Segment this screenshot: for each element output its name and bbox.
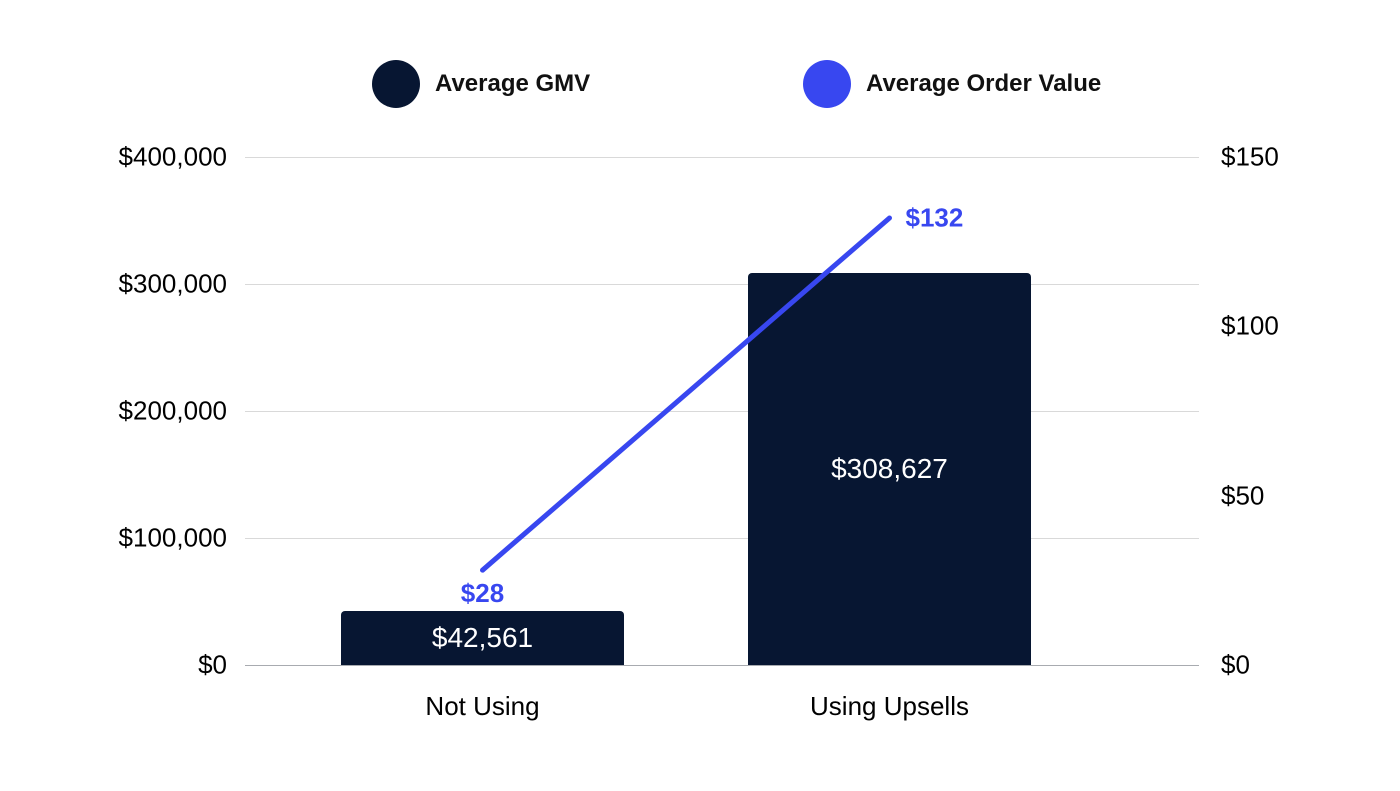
legend-label-average-gmv: Average GMV: [435, 70, 591, 97]
right-axis-tick-label: $50: [1221, 480, 1265, 511]
gridline: [245, 538, 1199, 539]
left-axis-tick-label: $400,000: [118, 141, 227, 172]
aov-line-series: [480, 215, 892, 573]
x-axis-baseline: [245, 665, 1199, 666]
right-axis-tick-label: $100: [1221, 310, 1279, 341]
x-axis-category-label: Using Upsells: [810, 691, 969, 721]
gridline: [245, 411, 1199, 412]
right-axis-tick-label: $150: [1221, 141, 1279, 172]
bar-not-using: $42,561: [341, 610, 624, 665]
right-axis-tick-label: $0: [1221, 649, 1250, 680]
line-value-label: $132: [905, 202, 964, 233]
left-axis-tick-label: $100,000: [118, 522, 227, 553]
gridline: [245, 157, 1199, 158]
legend-swatch-aov-icon: [803, 60, 851, 108]
bar-value-label: $42,561: [431, 621, 534, 653]
legend-label-average-order-value: Average Order Value: [866, 70, 1102, 97]
line-value-label: $28: [460, 578, 505, 609]
gridline: [245, 284, 1199, 285]
bar-using-upsells: $308,627: [748, 273, 1031, 665]
legend-item-average-order-value: Average Order Value: [803, 59, 1101, 109]
plot-area: $42,561 $308,627 $28 $132: [245, 157, 1199, 666]
x-axis-category-label: Not Using: [425, 691, 540, 721]
left-axis-tick-label: $300,000: [118, 268, 227, 299]
legend-item-average-gmv: Average GMV: [372, 59, 590, 109]
aov-line: [480, 215, 892, 573]
bar-value-label: $308,627: [831, 453, 948, 485]
legend-swatch-gmv-icon: [372, 60, 420, 108]
left-axis-tick-label: $200,000: [118, 395, 227, 426]
left-axis-tick-label: $0: [198, 649, 227, 680]
